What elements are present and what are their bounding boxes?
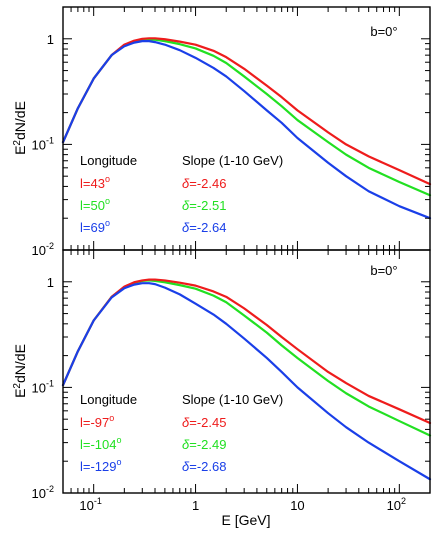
y-tick-label: 10-2 [32,241,54,258]
y-tick-label: 10-1 [32,135,54,152]
legend-slope-1: δ=-2.49 [182,437,226,452]
legend-longitude-2: l=69o [80,218,110,235]
legend-slope-0: δ=-2.45 [182,415,226,430]
series-line-2 [61,40,432,220]
y-axis-label: E2dN/dE [12,101,28,155]
legend-header-slope: Slope (1-10 GeV) [182,392,283,407]
y-tick-label: 1 [47,275,54,290]
y-tick-labels: 1 10-1 10-2 [32,275,54,501]
legend-slope-2: δ=-2.68 [182,459,226,474]
curves [61,278,432,481]
top-panel: 1 10-1 10-2 b=0° E2dN/dE Longitude Slope (… [12,6,432,258]
legend-header-longitude: Longitude [80,153,137,168]
x-tick-label: 1 [192,498,199,513]
x-tick-labels: 10-1 1 10 102 [79,496,406,513]
legend: l=43o δ=-2.46 l=50o δ=-2.51 l=69o δ=-2.64 [80,174,226,235]
x-tick-label: 10-1 [79,496,101,513]
bottom-panel: 1 10-1 10-2 10-1 1 10 102 b=0° E2dN/dE Longit… [12,249,432,528]
plot-frame [62,249,431,494]
legend-slope-2: δ=-2.64 [182,220,226,235]
x-tick-label: 10 [290,498,304,513]
plot-frame [62,6,431,251]
annotation-b0: b=0° [370,24,397,39]
legend-slope-0: δ=-2.46 [182,176,226,191]
legend-longitude-0: l=43o [80,174,110,191]
y-tick-labels: 1 10-1 10-2 [32,32,54,258]
y-tick-label: 10-2 [32,484,54,501]
series-line-1 [61,279,432,437]
legend-longitude-0: l=-97o [80,413,114,430]
legend-longitude-1: l=50o [80,196,110,213]
x-axis-label: E [GeV] [221,512,270,528]
legend-longitude-2: l=-129o [80,457,122,474]
y-tick-label: 1 [47,32,54,47]
y-axis-label: E2dN/dE [12,344,28,398]
axis-ticks [62,6,431,251]
axis-ticks [62,249,431,494]
series-line-2 [61,282,432,481]
x-tick-label: 102 [387,496,406,513]
legend-longitude-1: l=-104o [80,435,122,452]
legend-header-longitude: Longitude [80,392,137,407]
legend: l=-97o δ=-2.45 l=-104o δ=-2.49 l=-129o δ=-2.6… [80,413,226,474]
annotation-b0: b=0° [370,263,397,278]
legend-slope-1: δ=-2.51 [182,198,226,213]
legend-header-slope: Slope (1-10 GeV) [182,153,283,168]
series-line-1 [61,38,432,197]
y-tick-label: 10-1 [32,378,54,395]
curves [61,37,432,220]
